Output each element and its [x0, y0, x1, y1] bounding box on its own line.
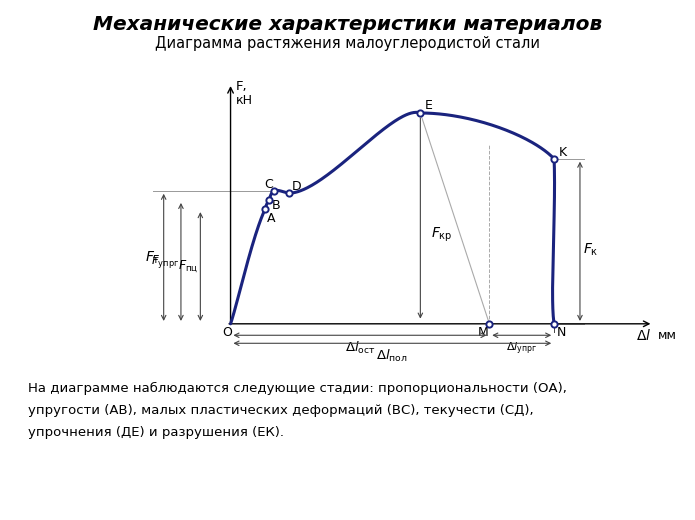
- Text: D: D: [292, 180, 302, 193]
- Text: B: B: [272, 199, 280, 212]
- Text: кН: кН: [236, 94, 253, 107]
- Text: $F_{\mathsf{к}}$: $F_{\mathsf{к}}$: [583, 241, 599, 258]
- Text: $\Delta l_{\mathsf{упрг}}$: $\Delta l_{\mathsf{упрг}}$: [506, 340, 537, 357]
- Text: Диаграмма растяжения малоуглеродистой стали: Диаграмма растяжения малоуглеродистой ст…: [155, 36, 540, 51]
- Text: мм: мм: [657, 329, 677, 342]
- Text: упрочнения (ДЕ) и разрушения (ЕК).: упрочнения (ДЕ) и разрушения (ЕК).: [28, 426, 284, 439]
- Text: M: M: [477, 327, 488, 340]
- Text: Механические характеристики материалов: Механические характеристики материалов: [93, 15, 602, 34]
- Text: $\Delta l_{\mathsf{пол}}$: $\Delta l_{\mathsf{пол}}$: [377, 348, 408, 365]
- Text: O: O: [222, 327, 232, 340]
- Text: На диаграмме наблюдаются следующие стадии: пропорциональности (ОА),: На диаграмме наблюдаются следующие стади…: [28, 382, 566, 395]
- Text: C: C: [264, 178, 273, 191]
- Text: F,: F,: [236, 80, 247, 93]
- Text: $F_{\mathsf{кр}}$: $F_{\mathsf{кр}}$: [431, 226, 452, 244]
- Text: $\Delta l$: $\Delta l$: [636, 328, 651, 343]
- Text: K: K: [558, 146, 566, 159]
- Text: $\Delta l_{\mathsf{ост}}$: $\Delta l_{\mathsf{ост}}$: [345, 340, 375, 356]
- Text: N: N: [557, 327, 566, 340]
- Text: E: E: [425, 99, 432, 112]
- Text: A: A: [267, 212, 276, 225]
- Text: $F_{\mathsf{пц}}$: $F_{\mathsf{пц}}$: [178, 258, 198, 275]
- Text: $F_{\mathsf{упрг}}$: $F_{\mathsf{упрг}}$: [151, 253, 179, 270]
- Text: упругости (АВ), малых пластических деформаций (ВС), текучести (СД),: упругости (АВ), малых пластических дефор…: [28, 404, 534, 417]
- Text: $F_{\mathsf{т}}$: $F_{\mathsf{т}}$: [145, 249, 161, 266]
